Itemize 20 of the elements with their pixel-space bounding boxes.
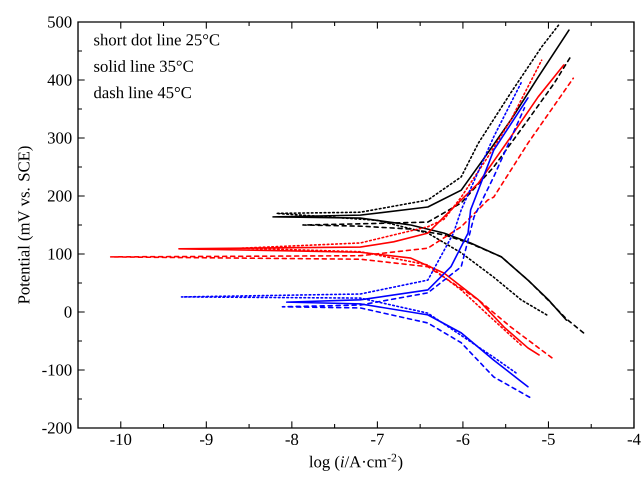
y-tick-label: 200 [48, 190, 72, 202]
y-tick-label: 400 [48, 74, 72, 86]
annotation: short dot line 25°C [94, 34, 220, 46]
x-tick-label: -7 [371, 434, 384, 445]
x-tick-label: -9 [200, 434, 213, 446]
y-tick-label: -100 [42, 364, 72, 376]
y-tick-label: 500 [48, 16, 72, 28]
x-tick-label: -10 [110, 434, 132, 446]
annotation: dash line 45°C [94, 86, 191, 98]
x-axis-title: log (i/A·cm$^{-2}$) [309, 454, 402, 471]
x-tick-label: -6 [456, 434, 470, 446]
y-tick-label: 100 [48, 248, 72, 260]
x-tick-label: -8 [286, 434, 298, 446]
y-tick-label: 300 [48, 132, 72, 144]
y-axis-title: Potential (mV vs. SCE) [18, 146, 33, 304]
y-tick-label: 0 [64, 306, 72, 318]
x-tick-label: -5 [542, 434, 555, 445]
y-tick-label: -200 [42, 422, 72, 434]
x-tick-label: -4 [628, 434, 641, 445]
annotation: solid line 35°C [94, 60, 193, 72]
